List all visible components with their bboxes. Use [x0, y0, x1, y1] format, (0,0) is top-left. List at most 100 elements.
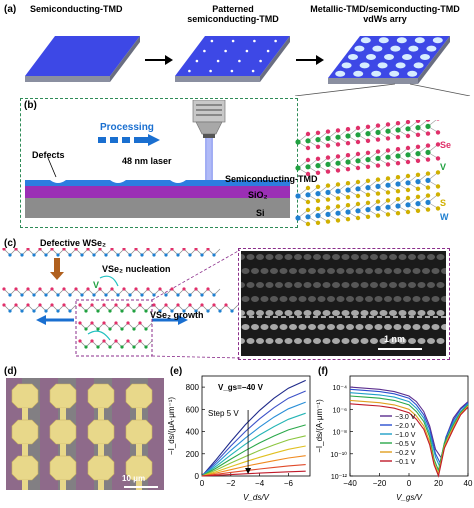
panel-a-title-1: Semiconducting-TMD	[30, 4, 123, 14]
chalcogen-atom	[345, 167, 351, 172]
chalcogen-atom	[365, 200, 371, 205]
chain-atom	[176, 303, 180, 307]
chain-atom	[152, 253, 156, 257]
atom-column	[313, 282, 321, 288]
atom-column	[251, 296, 259, 302]
chain-atom	[122, 248, 126, 251]
chalcogen-atom	[385, 122, 391, 127]
chain-atom	[182, 248, 186, 251]
pattern-dot	[245, 49, 249, 53]
chain-atom	[14, 287, 18, 291]
pattern-dot	[216, 59, 220, 63]
x-tick-label: −2	[226, 479, 236, 488]
metallic-domain	[408, 45, 419, 52]
atom-column	[308, 296, 316, 302]
atom-column	[365, 296, 373, 302]
x-tick-label: 40	[464, 479, 473, 488]
chalcogen-atom	[305, 171, 311, 177]
metallic-domain	[396, 37, 407, 44]
x-axis-label: V_gs/V	[396, 493, 422, 502]
metal-atom	[385, 204, 391, 210]
chalcogen-atom	[405, 187, 411, 193]
panel-b-label: (b)	[24, 100, 37, 111]
metal-atom	[395, 203, 401, 209]
atom-column	[279, 268, 288, 274]
contact-pad	[11, 419, 39, 445]
chain-atom	[140, 293, 144, 297]
atom-column	[289, 296, 297, 302]
metal-atom	[345, 159, 351, 165]
chalcogen-atom	[355, 201, 361, 207]
chain-atom	[212, 293, 216, 297]
atom-column	[360, 310, 369, 316]
metal-atom	[325, 135, 331, 141]
atom-column	[351, 254, 359, 260]
layer-label-tmd: Semiconducting-TMD	[225, 174, 318, 184]
atom-column	[412, 324, 421, 330]
atom-column	[275, 310, 283, 316]
atom-column	[417, 254, 426, 260]
electrode	[136, 408, 142, 420]
atom-column	[260, 324, 269, 330]
metal-atom	[315, 191, 321, 197]
metallic-domain	[420, 54, 430, 60]
chalcogen-atom	[435, 170, 441, 175]
chart-e: 0 −2 −4 −6 0 200 400 600 800 V_gs=−40 V Step 5 V V_…	[167, 375, 311, 502]
chalcogen-atom	[305, 221, 311, 227]
atom-column	[355, 268, 364, 274]
x-axis-label: V_ds/V	[243, 493, 269, 502]
atom-column	[393, 268, 402, 274]
chain-atom	[8, 293, 12, 297]
metal-atom	[425, 177, 431, 183]
chain-atom	[80, 253, 84, 257]
y-tick-label: 800	[186, 383, 200, 392]
chain-atom	[230, 309, 234, 313]
metal-atom	[385, 128, 391, 134]
chain-atom	[126, 321, 130, 325]
y-tick-label: 600	[186, 405, 200, 414]
chain-atom	[146, 248, 150, 251]
atom-column	[379, 338, 388, 344]
chain-atom	[170, 287, 174, 291]
atom-column	[275, 338, 283, 344]
metallic-domain	[353, 70, 364, 77]
processing-label: Processing	[100, 122, 154, 133]
atom-column	[294, 338, 302, 344]
electrode	[60, 408, 66, 420]
atom-column	[246, 282, 255, 288]
chain-atom	[62, 248, 66, 251]
panel-a-graphic	[25, 36, 471, 96]
chain-atom	[144, 309, 148, 313]
chain-atom	[68, 253, 72, 257]
atom-column	[398, 282, 407, 288]
chalcogen-atom	[365, 150, 371, 155]
atom-column	[256, 310, 264, 316]
panel-f-label: (f)	[318, 366, 328, 377]
metal-atom	[355, 132, 361, 138]
atom-column	[365, 324, 373, 330]
chain-atom	[108, 327, 112, 331]
metal-atom	[305, 214, 311, 220]
chain-atom	[206, 248, 210, 251]
chain-atom	[158, 309, 162, 313]
metal-atom	[415, 201, 421, 207]
atom-column	[256, 254, 264, 260]
metal-atom	[375, 183, 381, 189]
metallic-domain	[384, 54, 394, 60]
chalcogen-atom	[395, 175, 401, 180]
metallic-domain	[378, 37, 389, 44]
atom-column	[360, 282, 369, 288]
nucleation-label: VSe₂ nucleation	[102, 264, 171, 274]
atom-column	[384, 324, 392, 330]
contact-pad	[11, 455, 39, 481]
y-axis-label: −I_ds/(A·μm⁻¹)	[315, 399, 324, 453]
contact-pad	[87, 419, 115, 445]
chalcogen-atom	[375, 213, 381, 218]
atom-column	[408, 310, 416, 316]
chain-atom	[108, 309, 112, 313]
metal-atom	[425, 199, 431, 205]
contact-pad	[49, 383, 77, 409]
atom-column	[246, 338, 255, 344]
series-line	[201, 455, 306, 477]
chain-atom	[92, 293, 96, 297]
